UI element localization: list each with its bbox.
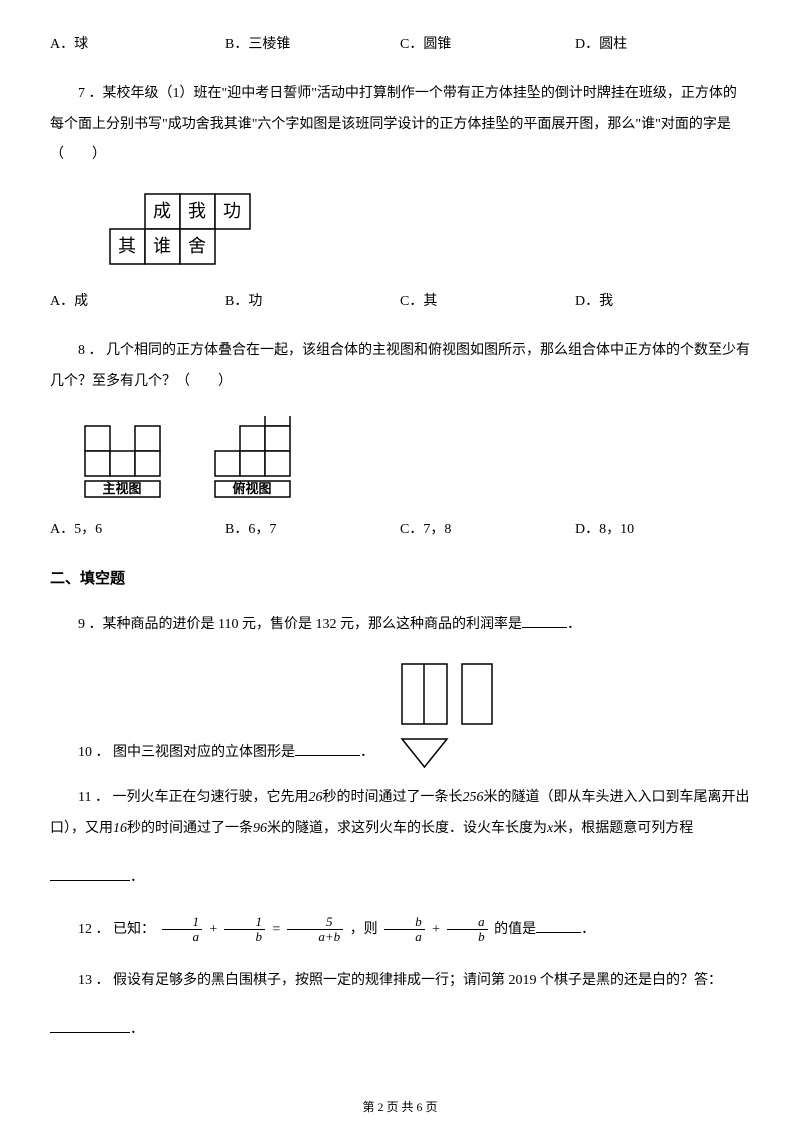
net-cell-2: 我 [188, 201, 206, 221]
net-cell-4: 其 [118, 236, 136, 256]
q12-frac1: 1a [162, 915, 203, 945]
q10-text: 10 ． 图中三视图对应的立体图形是． [50, 738, 374, 769]
page-footer: 第 2 页 共 6 页 [0, 1094, 800, 1120]
net-cell-3: 功 [223, 201, 241, 221]
q12-frac5: ab [447, 915, 488, 945]
option-a: A．成 [50, 287, 225, 318]
q11-n2: 256 [462, 790, 483, 805]
q12-frac3: 5a+b [287, 915, 343, 945]
q11-n3: 16 [113, 821, 127, 836]
q12-prefix: 12 ． 已知： [78, 922, 155, 937]
q12-blank [536, 919, 581, 933]
q9-body: 9 ．某种商品的进价是 110 元，售价是 132 元，那么这种商品的利润率是 [78, 617, 522, 632]
q12-suffix: 的值是 [494, 922, 536, 937]
option-c: C．其 [400, 287, 575, 318]
q11-p2: 秒的时间通过了一条长 [322, 790, 462, 805]
option-d: D．圆柱 [575, 30, 750, 61]
front-view: 主视图 [80, 416, 170, 501]
q10-row: 10 ． 图中三视图对应的立体图形是． [50, 659, 750, 769]
option-b: B．功 [225, 287, 400, 318]
q8-figure-views: 主视图 俯视图 [80, 416, 750, 501]
option-b: B．6，7 [225, 515, 400, 546]
option-a: A．5，6 [50, 515, 225, 546]
q7-options: A．成 B．功 C．其 D．我 [50, 287, 750, 318]
q10-figure-three-views [382, 659, 522, 769]
net-cell-1: 成 [153, 201, 171, 221]
net-cell-5: 谁 [153, 236, 171, 256]
q11-n1: 26 [308, 790, 322, 805]
q11-p5: 米的隧道，求这列火车的长度．设火车长度为 [267, 821, 547, 836]
q12-mid: ，则 [350, 922, 378, 937]
option-a: A．球 [50, 30, 225, 61]
q12-frac4: ba [384, 915, 425, 945]
q9-text: 9 ．某种商品的进价是 110 元，售价是 132 元，那么这种商品的利润率是． [50, 610, 750, 641]
q12-text: 12 ． 已知： 1a + 1b = 5a+b ，则 ba + ab 的值是． [50, 912, 750, 948]
q13-blank [50, 1019, 130, 1033]
q13-body: 13 ． 假设有足够多的黑白围棋子，按照一定的规律排成一行；请问第 2019 个… [78, 973, 722, 988]
q11-text: 11 ． 一列火车正在匀速行驶，它先用26秒的时间通过了一条长256米的隧道（即… [50, 783, 750, 845]
q9-blank [522, 614, 567, 628]
net-cell-6: 舍 [188, 236, 206, 256]
option-b: B．三棱锥 [225, 30, 400, 61]
q10-blank [295, 742, 360, 756]
q10-body: 10 ． 图中三视图对应的立体图形是 [78, 745, 295, 760]
q13-text: 13 ． 假设有足够多的黑白围棋子，按照一定的规律排成一行；请问第 2019 个… [50, 966, 750, 997]
q7-text: 7 ．某校年级（1）班在"迎中考日誓师"活动中打算制作一个带有正方体挂坠的倒计时… [50, 79, 750, 171]
section-2-header: 二、填空题 [50, 563, 750, 596]
q11-p1: 11 ． 一列火车正在匀速行驶，它先用 [78, 790, 308, 805]
q11-p4: 秒的时间通过了一条 [127, 821, 253, 836]
option-c: C．圆锥 [400, 30, 575, 61]
svg-text:主视图: 主视图 [102, 481, 141, 496]
q12-frac2: 1b [224, 915, 265, 945]
option-d: D．8，10 [575, 515, 750, 546]
q8-text: 8 ． 几个相同的正方体叠合在一起，该组合体的主视图和俯视图如图所示，那么组合体… [50, 336, 750, 398]
top-view: 俯视图 [210, 416, 300, 501]
q11-blank-row: ． [50, 863, 750, 894]
q11-blank [50, 867, 130, 881]
q6-options: A．球 B．三棱锥 C．圆锥 D．圆柱 [50, 30, 750, 61]
q11-p6: 米，根据题意可列方程 [553, 821, 693, 836]
q8-options: A．5，6 B．6，7 C．7，8 D．8，10 [50, 515, 750, 546]
option-d: D．我 [575, 287, 750, 318]
option-c: C．7，8 [400, 515, 575, 546]
q7-figure-cube-net: 成 我 功 其 谁 舍 [80, 189, 750, 269]
q11-n4: 96 [253, 821, 267, 836]
q13-blank-row: ． [50, 1015, 750, 1046]
svg-text:俯视图: 俯视图 [232, 481, 271, 496]
